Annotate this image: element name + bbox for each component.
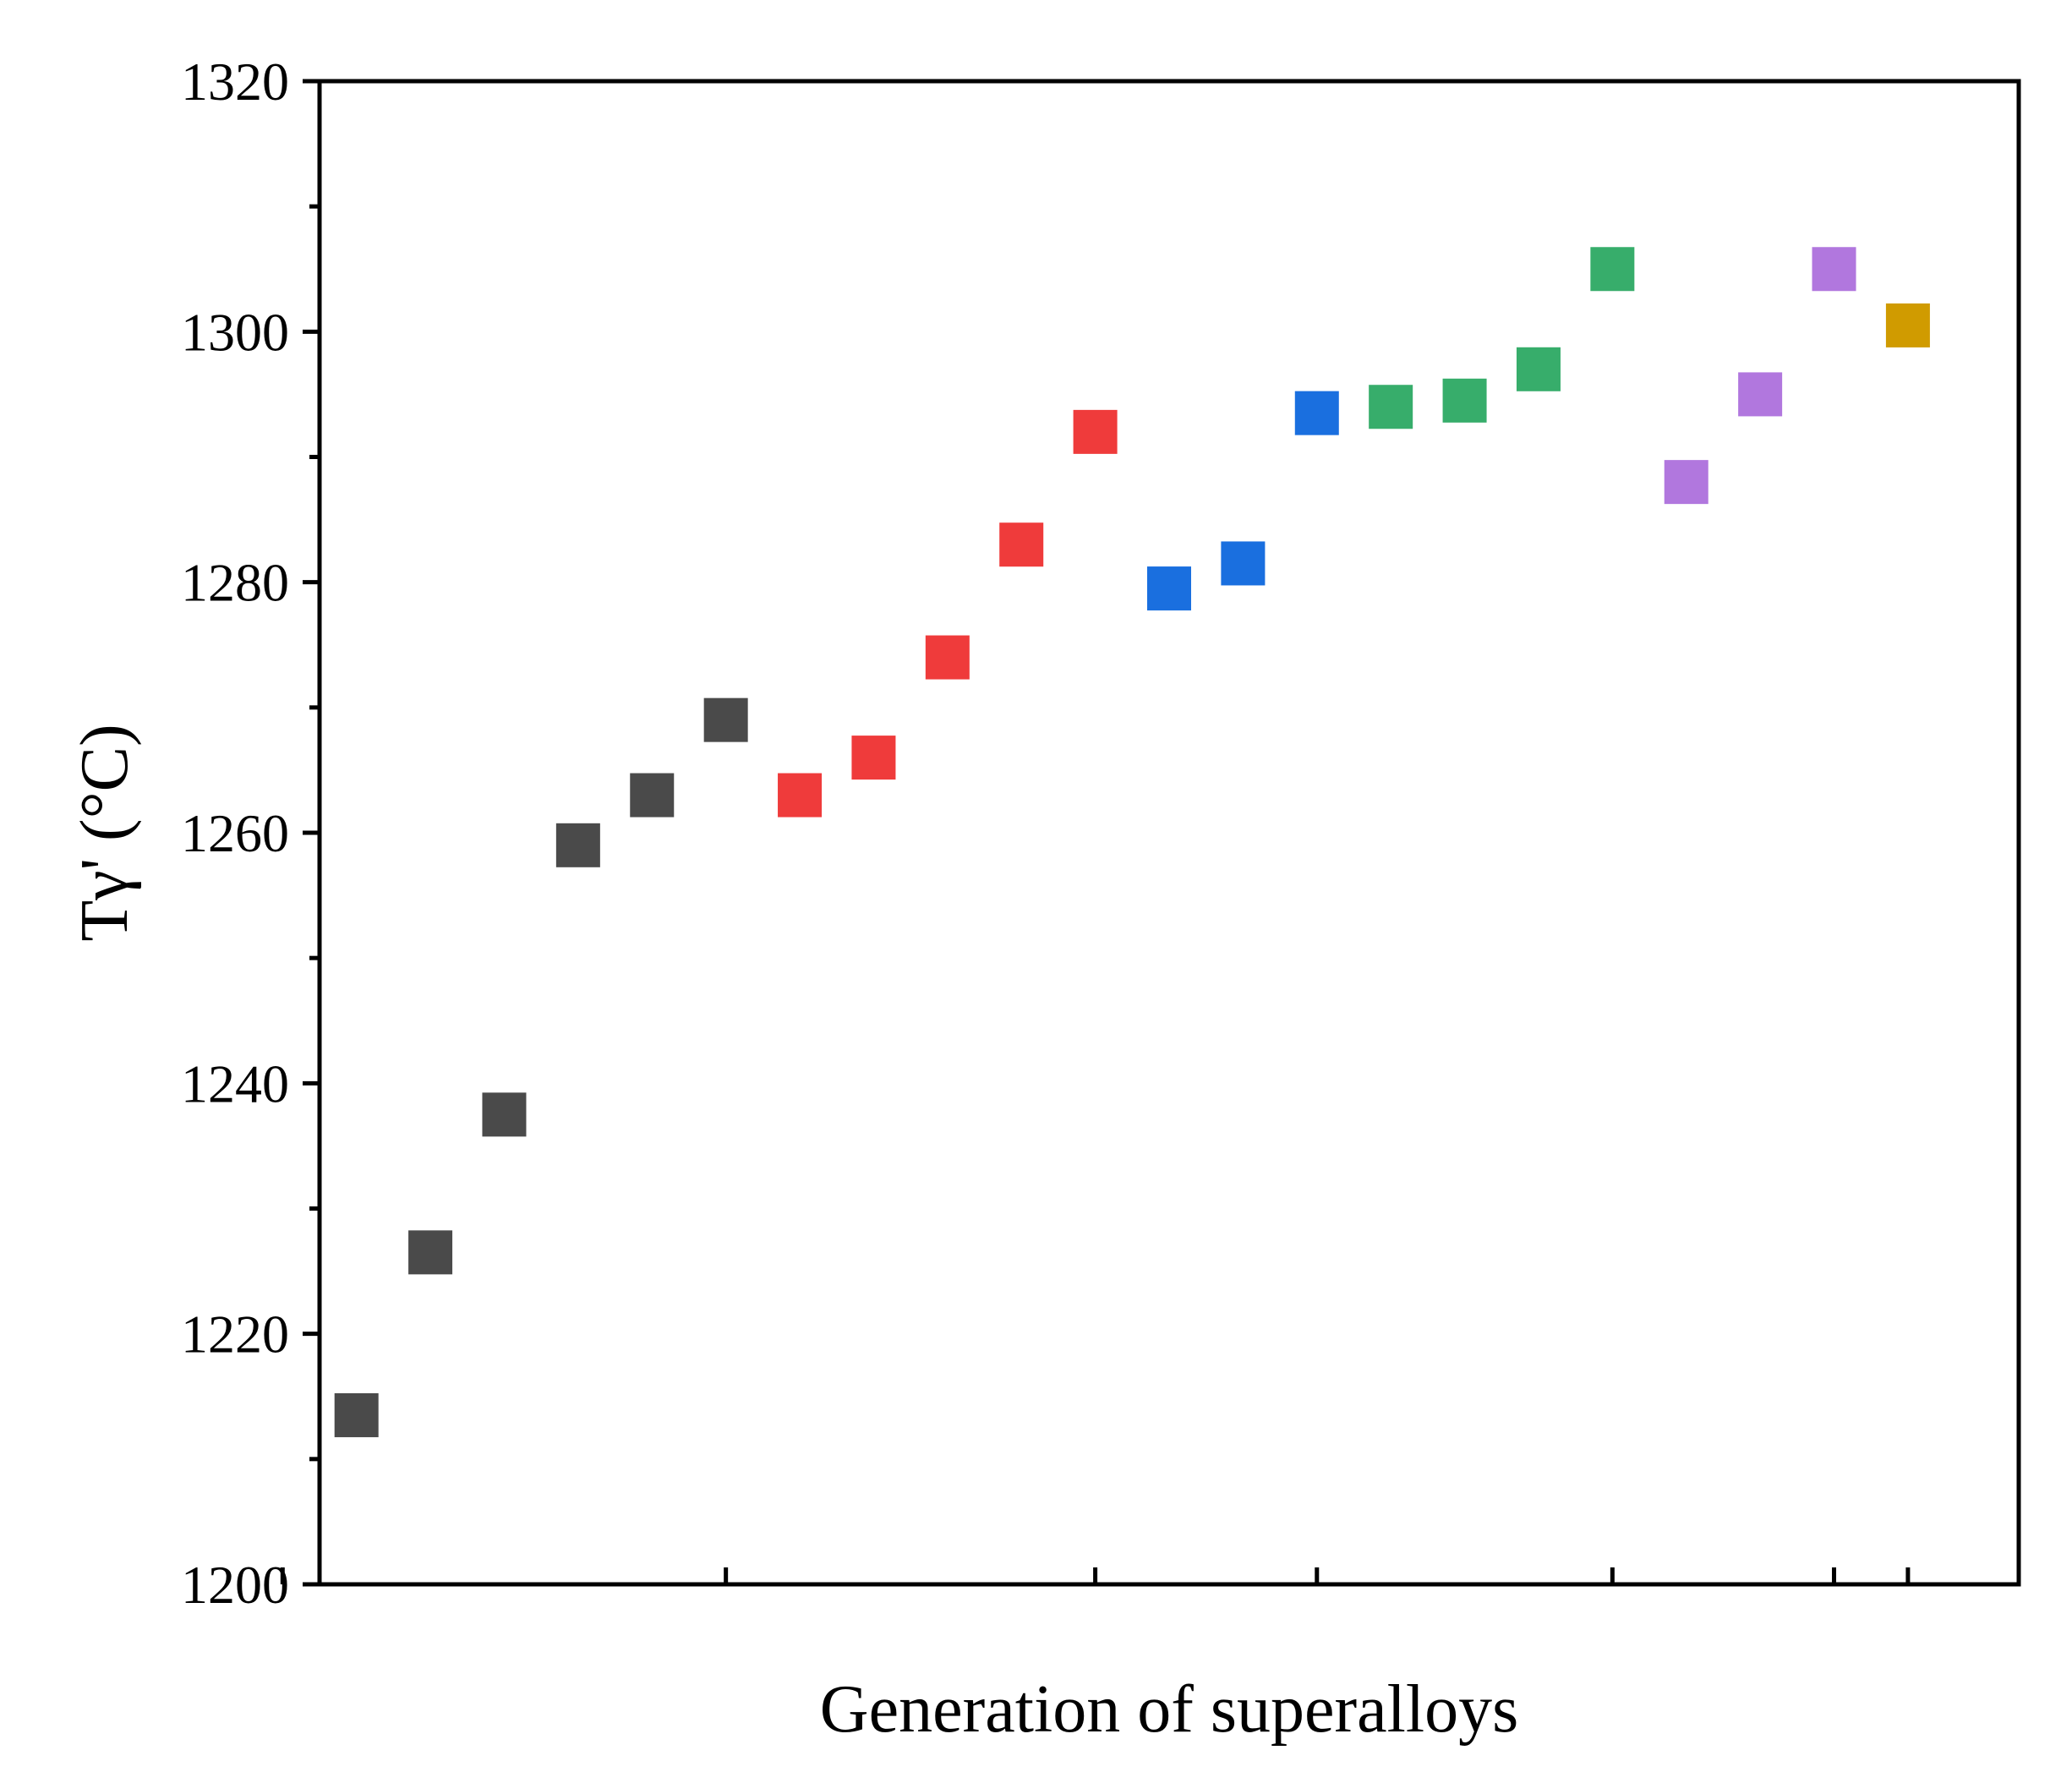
data-point (1516, 347, 1561, 391)
data-point (408, 1230, 453, 1275)
data-point (925, 635, 970, 680)
y-tick-label: 1220 (181, 1304, 289, 1365)
data-point (999, 522, 1044, 567)
data-point (334, 1392, 379, 1437)
y-tick-label: 1320 (181, 52, 289, 112)
data-point (851, 736, 896, 780)
data-point (555, 823, 600, 867)
data-point (1442, 378, 1487, 423)
x-axis (280, 1567, 1911, 1584)
data-point (1664, 460, 1708, 505)
y-axis-title: Tγ' (°C) (68, 724, 142, 941)
data-point (482, 1092, 527, 1137)
data-point (1885, 303, 1930, 347)
y-tick-label: 1260 (181, 803, 289, 863)
data-point (1147, 566, 1191, 611)
data-point (1294, 391, 1339, 435)
data-point (630, 773, 675, 818)
y-tick-label: 1200 (181, 1555, 289, 1615)
y-tick-label: 1300 (181, 302, 289, 362)
data-point (1221, 541, 1266, 586)
data-point (1812, 247, 1856, 292)
data-point (1073, 409, 1118, 454)
y-tick-label: 1280 (181, 553, 289, 613)
data-point (1590, 247, 1635, 292)
data-point (1738, 372, 1783, 417)
data-point (1369, 385, 1413, 429)
data-point (703, 697, 748, 742)
data-points (334, 247, 1930, 1437)
y-tick-label: 1240 (181, 1053, 289, 1113)
data-point (778, 773, 823, 818)
y-axis: 1200 1220 1240 1260 1280 1300 1320 (181, 52, 320, 1615)
x-axis-title: Generation of superalloys (820, 1672, 1518, 1747)
